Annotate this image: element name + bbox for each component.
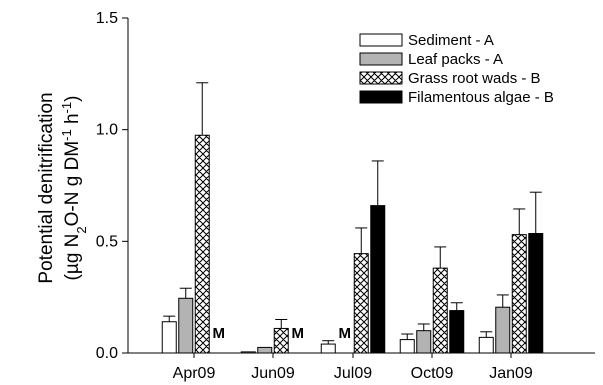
unit-sub-2: 2 [74, 226, 89, 233]
x-tick-label: Oct09 [411, 365, 454, 382]
legend-swatch [359, 52, 403, 66]
bar-grass-root-wads-b-jul09 [353, 253, 369, 354]
legend: Sediment - A Leaf packs - A Grass root wad… [359, 32, 554, 106]
unit-sup-2: -1 [59, 102, 74, 114]
unit-part-2: O-N g DM [62, 141, 83, 227]
bar-filamentous-algae-b-oct09 [449, 310, 465, 354]
unit-sup-1: -1 [59, 129, 74, 141]
bar-sediment-a-oct09 [399, 339, 415, 354]
bar-grass-root-wads-b-jun09 [273, 327, 289, 354]
bar-grass-root-wads-b-oct09 [432, 267, 448, 354]
unit-part-4: ) [62, 96, 83, 102]
bar-leaf-packs-a-apr09 [178, 297, 194, 354]
missing-marker-annotation: M [339, 325, 352, 342]
y-tick-label: 1.5 [96, 10, 118, 27]
bar-grass-root-wads-b-apr09 [194, 134, 210, 354]
x-tick-label: Jan09 [489, 365, 533, 382]
bar-sediment-a-jul09 [320, 343, 336, 354]
legend-label: Sediment - A [408, 32, 494, 49]
unit-part-1: (µg N [62, 234, 83, 281]
y-tick-label: 0.5 [96, 233, 118, 250]
bar-filamentous-algae-b-jan09 [528, 233, 544, 354]
bar-sediment-a-apr09 [161, 321, 177, 354]
y-tick-label: 0.0 [96, 345, 118, 362]
missing-marker-annotation: M [213, 325, 226, 342]
bar-grass-root-wads-b-jan09 [511, 234, 527, 354]
bar-leaf-packs-a-jun09 [257, 346, 273, 354]
legend-label: Grass root wads - B [408, 70, 541, 87]
bar-leaf-packs-a-oct09 [416, 330, 432, 354]
bar-sediment-a-jan09 [478, 336, 494, 354]
legend-swatch [359, 33, 403, 47]
x-tick-label: Jul09 [334, 365, 372, 382]
y-axis-label-unit: (µg N2O-N g DM-1 h-1) [59, 96, 89, 281]
y-axis-label: Potential denitrification [36, 92, 57, 283]
bar-leaf-packs-a-jan09 [495, 306, 511, 354]
legend-label: Leaf packs - A [408, 51, 503, 68]
x-tick-label: Apr09 [173, 365, 216, 382]
bar-filamentous-algae-b-jul09 [370, 205, 386, 354]
legend-swatch [359, 71, 403, 85]
unit-part-3: h [62, 113, 83, 129]
missing-marker-annotation: M [292, 325, 305, 342]
legend-swatch [359, 90, 403, 104]
legend-label: Filamentous algae - B [408, 89, 554, 106]
x-tick-label: Jun09 [251, 365, 295, 382]
bar-sediment-a-jun09 [240, 351, 256, 354]
y-tick-label: 1.0 [96, 122, 118, 139]
